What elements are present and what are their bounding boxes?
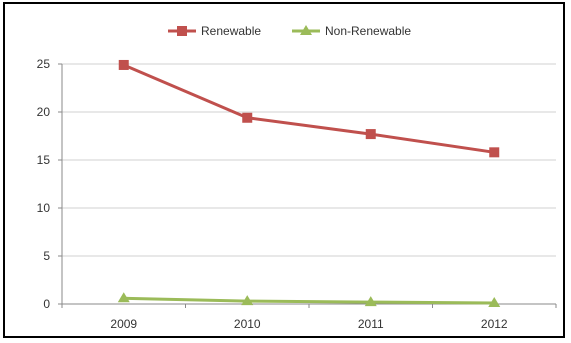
x-tick-label: 2009 (110, 317, 137, 331)
renewable-point (489, 147, 500, 158)
non-renewable-point (364, 296, 377, 307)
x-tick-label: 2010 (234, 317, 261, 331)
series-group (117, 59, 501, 308)
legend-non-renewable-label: Non-Renewable (325, 24, 411, 38)
x-tick-label: 2011 (358, 317, 384, 331)
y-tick-label: 20 (37, 105, 51, 119)
renewable-point (242, 112, 253, 123)
non-renewable-point (488, 297, 501, 308)
legend: Renewable Non-Renewable (168, 24, 411, 38)
y-tick-label: 0 (43, 297, 50, 311)
x-tick-labels: 2009 2010 2011 2012 (110, 317, 508, 331)
x-tick-label: 2012 (481, 317, 508, 331)
y-tick-label: 10 (37, 201, 51, 215)
y-tick-label: 5 (43, 249, 50, 263)
gridlines (62, 63, 556, 257)
legend-non-renewable-marker (300, 25, 312, 35)
y-tick-label: 25 (37, 57, 51, 71)
non-renewable-line (123, 296, 495, 305)
renewable-line (123, 63, 495, 154)
y-tick-label: 15 (37, 153, 51, 167)
non-renewable-point (117, 292, 130, 303)
renewable-point (365, 129, 376, 140)
legend-renewable-label: Renewable (201, 24, 261, 38)
y-tick-labels: 0 5 10 15 20 25 (37, 57, 51, 311)
non-renewable-point (241, 295, 254, 306)
line-chart: 0 5 10 15 20 25 2009 2010 2011 2012 Renewable Non… (37, 24, 557, 331)
legend-renewable-marker (177, 26, 187, 36)
axes (58, 63, 557, 308)
renewable-point (118, 59, 129, 70)
chart-frame: 0 5 10 15 20 25 2009 2010 2011 2012 Renewable Non… (3, 2, 565, 338)
